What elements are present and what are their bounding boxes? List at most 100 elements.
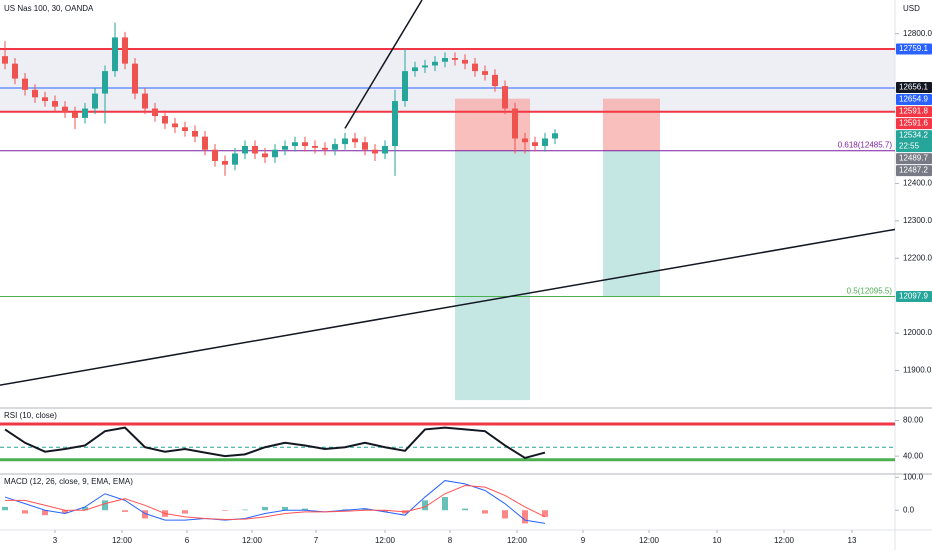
price-tag-label: 12534.2 bbox=[899, 131, 928, 140]
chart-title: US Nas 100, 30, OANDA bbox=[4, 4, 94, 13]
candle-body bbox=[202, 136, 208, 150]
candle-body bbox=[262, 153, 268, 158]
candle-body bbox=[412, 67, 418, 72]
candle-body bbox=[332, 144, 338, 150]
candle-body bbox=[32, 89, 38, 98]
x-tick-label: 12:00 bbox=[507, 536, 528, 545]
y-tick-label: 0.0 bbox=[903, 505, 915, 514]
candle-body bbox=[132, 63, 138, 94]
macd-histogram bbox=[262, 506, 268, 511]
candle-body bbox=[432, 61, 438, 66]
y-tick-label: 80.00 bbox=[903, 416, 924, 425]
macd-histogram bbox=[522, 510, 528, 524]
price-tag-label: 12654.9 bbox=[899, 95, 928, 104]
candle-body bbox=[82, 108, 88, 118]
macd-histogram bbox=[542, 510, 548, 517]
candle-body bbox=[512, 108, 518, 139]
price-tag bbox=[896, 153, 932, 165]
price-tag bbox=[896, 165, 932, 177]
candle-body bbox=[252, 145, 258, 154]
candle-body bbox=[372, 149, 378, 154]
candle-body bbox=[42, 97, 48, 102]
macd-histogram bbox=[422, 500, 428, 511]
candle-body bbox=[292, 142, 298, 146]
stop-zone bbox=[455, 98, 530, 151]
candle-body bbox=[52, 101, 58, 107]
macd-histogram bbox=[62, 510, 68, 514]
price-tag-label: 12759.1 bbox=[899, 44, 928, 53]
macd-histogram bbox=[42, 510, 48, 516]
price-tag bbox=[896, 94, 932, 106]
price-tag bbox=[896, 43, 932, 55]
candle-body bbox=[172, 123, 178, 128]
candle-body bbox=[302, 142, 308, 146]
candle-body bbox=[242, 145, 248, 154]
candle-body bbox=[232, 153, 238, 165]
candle-body bbox=[152, 108, 158, 117]
price-tag bbox=[896, 290, 932, 302]
price-tag-label: 12489.7 bbox=[899, 154, 928, 163]
candle-body bbox=[2, 56, 8, 64]
candle-body bbox=[522, 138, 528, 143]
y-tick-label: 12400.0 bbox=[903, 179, 932, 188]
candle-body bbox=[162, 116, 168, 124]
price-tag-label: 12591.8 bbox=[899, 107, 928, 116]
x-tick-label: 12:00 bbox=[639, 536, 660, 545]
y-tick-label: 12000.0 bbox=[903, 328, 932, 337]
macd-histogram bbox=[22, 510, 28, 514]
macd-histogram bbox=[462, 508, 468, 511]
price-tag-label: 12097.9 bbox=[899, 292, 928, 301]
price-tag bbox=[896, 118, 932, 130]
candle-body bbox=[472, 63, 478, 72]
stop-zone bbox=[603, 98, 660, 151]
y-tick-label: 100.0 bbox=[903, 472, 924, 481]
candle-body bbox=[102, 71, 108, 94]
candle-body bbox=[492, 74, 498, 87]
candle-body bbox=[322, 147, 328, 150]
candle-body bbox=[532, 142, 538, 146]
macd-histogram bbox=[142, 510, 148, 519]
candle-body bbox=[222, 160, 228, 165]
candle-body bbox=[192, 131, 198, 137]
candle-body bbox=[142, 93, 148, 109]
y-tick-label: 11900.0 bbox=[903, 366, 932, 375]
price-tag-label: 12487.2 bbox=[899, 166, 928, 175]
candle-body bbox=[402, 71, 408, 102]
macd-histogram bbox=[302, 508, 308, 511]
fib-label: 0.618(12485.7) bbox=[838, 140, 893, 149]
candle-body bbox=[392, 101, 398, 146]
candle-body bbox=[442, 58, 448, 62]
signal-line bbox=[5, 485, 546, 520]
macd-histogram bbox=[2, 506, 8, 511]
candle-body bbox=[112, 37, 118, 72]
candle-body bbox=[342, 138, 348, 145]
candle-body bbox=[542, 138, 548, 146]
candle-body bbox=[72, 112, 78, 118]
y-tick-label: 12200.0 bbox=[903, 253, 932, 262]
candle-body bbox=[22, 78, 28, 90]
x-tick-label: 8 bbox=[448, 536, 453, 545]
x-tick-label: 7 bbox=[314, 536, 319, 545]
trend-line bbox=[344, 0, 423, 129]
macd-histogram bbox=[442, 497, 448, 511]
price-tag-label: 12656.1 bbox=[899, 83, 928, 92]
macd-histogram bbox=[502, 510, 508, 519]
candle-body bbox=[352, 138, 358, 143]
price-tag bbox=[896, 82, 932, 94]
x-tick-label: 13 bbox=[848, 536, 857, 545]
candle-body bbox=[312, 145, 318, 148]
x-tick-label: 12:00 bbox=[375, 536, 396, 545]
candle-body bbox=[502, 86, 508, 109]
x-tick-label: 12:00 bbox=[112, 536, 133, 545]
macd-histogram bbox=[362, 508, 368, 511]
candle-body bbox=[382, 145, 388, 154]
x-tick-label: 3 bbox=[53, 536, 58, 545]
macd-histogram bbox=[82, 506, 88, 511]
candle-body bbox=[282, 145, 288, 150]
trend-line bbox=[0, 228, 895, 386]
target-zone bbox=[455, 150, 530, 401]
y-tick-label: 12800.0 bbox=[903, 29, 932, 38]
price-tag bbox=[896, 106, 932, 118]
rsi-title: RSI (10, close) bbox=[4, 411, 57, 420]
